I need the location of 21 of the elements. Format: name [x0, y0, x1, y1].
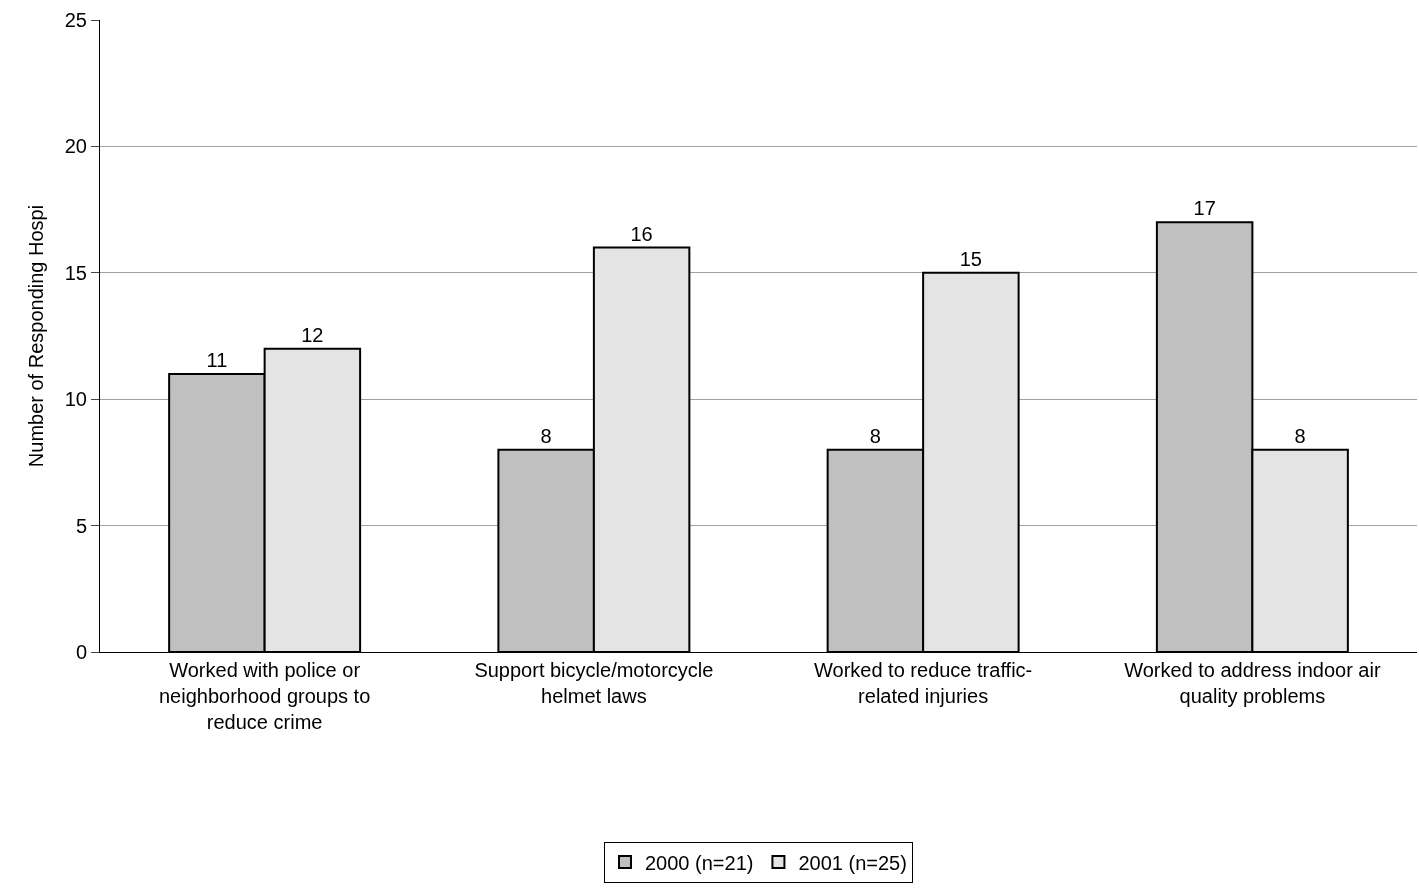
data-label: 8: [1294, 424, 1306, 447]
legend-label: 2001 (n=25): [798, 851, 907, 874]
x-tick-label: Support bicycle/motorcycle helmet laws: [474, 659, 714, 707]
y-tick-label: 20: [64, 135, 87, 158]
y-tick-label: 25: [64, 9, 87, 31]
y-tick-label: 10: [64, 388, 87, 411]
legend-label: 2000 (n=21): [645, 851, 754, 874]
x-tick-label: Worked to address indoor air quality problems: [1124, 659, 1381, 707]
data-label: 17: [1193, 197, 1216, 220]
y-tick-label: 0: [75, 641, 87, 663]
y-tick-label: 5: [75, 514, 87, 537]
x-tick-label: Worked with police or neighborhood groups to reduce crime: [158, 659, 371, 733]
data-label: 11: [206, 348, 228, 371]
x-tick-label: Worked to reduce traffic-related injuries: [814, 659, 1033, 707]
data-label: 8: [540, 424, 552, 447]
data-label: 8: [869, 424, 881, 447]
y-tick-label: 15: [64, 261, 87, 284]
data-label: 15: [959, 247, 982, 270]
data-label: 16: [630, 222, 653, 245]
data-label: 12: [301, 323, 324, 346]
y-axis-title: Number of Responding Hospi: [25, 204, 48, 468]
